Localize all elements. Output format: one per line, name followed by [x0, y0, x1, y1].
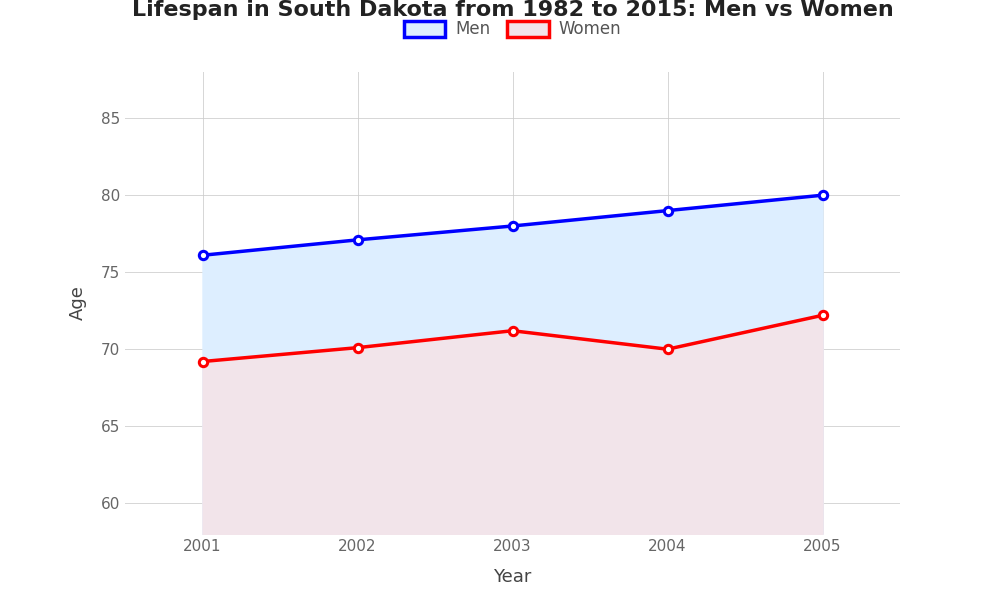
Y-axis label: Age: Age — [69, 286, 87, 320]
Legend: Men, Women: Men, Women — [404, 20, 621, 38]
Title: Lifespan in South Dakota from 1982 to 2015: Men vs Women: Lifespan in South Dakota from 1982 to 20… — [132, 1, 893, 20]
X-axis label: Year: Year — [493, 568, 532, 586]
